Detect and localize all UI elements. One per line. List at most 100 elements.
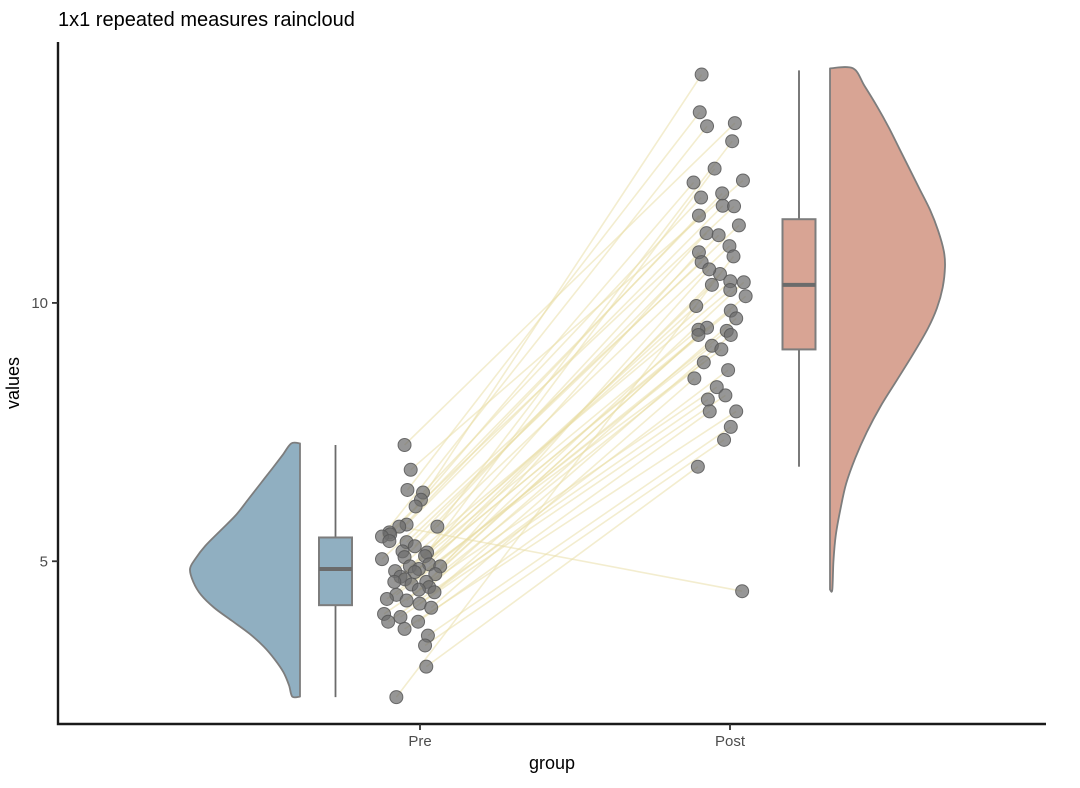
x-tick-label-post: Post	[715, 733, 746, 750]
post-point	[702, 404, 717, 419]
post-point	[699, 226, 714, 241]
post-point	[691, 327, 706, 342]
pair-lines-layer	[381, 74, 747, 698]
post-point	[729, 311, 744, 326]
post-point	[729, 404, 744, 419]
pre-point	[428, 567, 443, 582]
post-point	[723, 283, 738, 297]
pair-line	[425, 466, 699, 668]
points-layer	[375, 67, 753, 705]
post-point	[718, 388, 733, 403]
post-point	[700, 119, 715, 134]
post-point	[727, 199, 742, 214]
pre-violin	[189, 441, 301, 699]
y-tick-label: 5	[40, 554, 48, 571]
post-point	[723, 327, 738, 342]
post-point	[726, 249, 741, 264]
post-point	[709, 380, 724, 395]
pre-point	[397, 438, 412, 452]
pair-line	[381, 261, 703, 560]
post-point	[691, 208, 706, 223]
pair-line	[394, 289, 731, 572]
pair-line	[403, 245, 731, 558]
pair-line	[399, 394, 726, 618]
pair-line	[427, 426, 732, 637]
pre-point	[389, 690, 404, 705]
post-point	[707, 161, 722, 176]
pair-line	[406, 361, 705, 602]
post-point	[690, 459, 705, 474]
pair-line	[417, 410, 711, 623]
pair-line	[399, 305, 697, 578]
post-point	[731, 218, 746, 233]
post-point	[702, 262, 717, 277]
chart-title: 1x1 repeated measures raincloud	[58, 9, 355, 31]
pair-line	[414, 232, 708, 547]
post-point	[725, 134, 740, 149]
post-point	[736, 275, 751, 290]
post-point	[727, 116, 742, 131]
post-point	[714, 342, 729, 357]
post-point	[694, 67, 709, 82]
pair-line	[406, 111, 701, 491]
pre-point	[430, 519, 445, 534]
post-point	[738, 289, 753, 304]
post-point	[721, 363, 736, 378]
pair-line	[406, 205, 724, 526]
post-point	[715, 186, 730, 201]
post-point	[694, 190, 709, 205]
post-point	[735, 584, 750, 599]
pair-line	[433, 334, 732, 593]
axis-lines	[56, 42, 1046, 726]
pre-point	[403, 462, 418, 477]
pre-point	[379, 591, 394, 606]
post-point	[686, 175, 701, 190]
pair-line	[387, 398, 709, 623]
pair-line	[381, 125, 708, 537]
post-point	[689, 299, 704, 314]
x-axis-label: group	[529, 753, 575, 773]
y-tick-label: 10	[31, 295, 48, 312]
post-point	[711, 228, 726, 243]
pre-point	[411, 582, 426, 597]
pre-point	[399, 593, 414, 608]
axes-layer: 5 10 Pre Post	[31, 42, 1046, 750]
post-point	[696, 355, 711, 370]
pre-box	[318, 536, 353, 607]
pair-line	[388, 205, 735, 533]
pair-line	[434, 268, 710, 575]
pre-point	[407, 539, 422, 554]
pre-point	[393, 610, 408, 625]
pair-line	[393, 329, 699, 583]
pair-line	[404, 410, 737, 630]
pre-point	[419, 659, 434, 674]
pair-line	[426, 168, 716, 553]
pair-line	[386, 348, 722, 600]
pre-point	[418, 638, 433, 653]
post-point	[704, 277, 719, 292]
post-point	[692, 105, 707, 120]
pre-point	[400, 482, 415, 497]
post-point	[723, 419, 738, 434]
x-tick-label-pre: Pre	[408, 733, 431, 750]
pre-point	[387, 574, 402, 589]
pre-point	[382, 534, 397, 549]
pair-line	[420, 74, 703, 501]
pre-point	[408, 499, 423, 514]
pre-point	[411, 614, 426, 629]
boxplots-layer	[318, 70, 817, 698]
pair-line	[424, 251, 700, 557]
post-point	[735, 173, 750, 188]
pair-line	[415, 182, 695, 508]
pair-line	[418, 334, 699, 591]
pre-point	[397, 621, 412, 636]
post-point	[687, 371, 702, 386]
y-axis-label: values	[3, 357, 23, 409]
pair-line	[403, 122, 736, 446]
pair-line	[388, 215, 700, 542]
post-point	[700, 392, 715, 407]
pre-point	[375, 552, 389, 567]
pre-point	[424, 600, 439, 615]
